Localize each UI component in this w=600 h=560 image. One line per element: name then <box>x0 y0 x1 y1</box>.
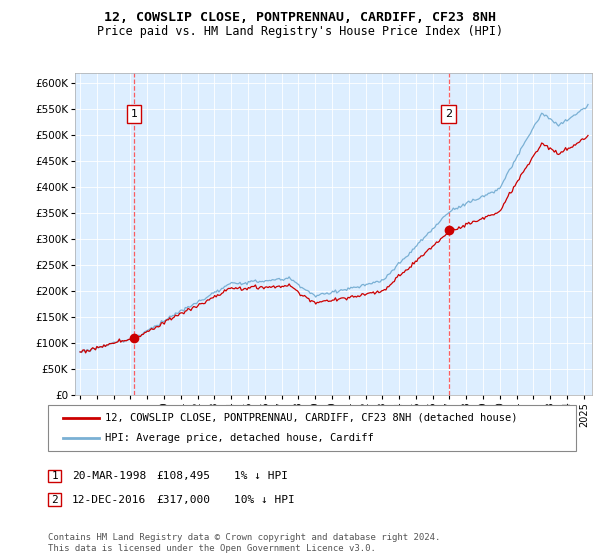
Text: 12, COWSLIP CLOSE, PONTPRENNAU, CARDIFF, CF23 8NH (detached house): 12, COWSLIP CLOSE, PONTPRENNAU, CARDIFF,… <box>105 413 517 423</box>
Text: 1: 1 <box>131 109 137 119</box>
Text: 1% ↓ HPI: 1% ↓ HPI <box>234 471 288 481</box>
Text: 1: 1 <box>51 471 58 481</box>
Text: HPI: Average price, detached house, Cardiff: HPI: Average price, detached house, Card… <box>105 433 374 443</box>
Text: 10% ↓ HPI: 10% ↓ HPI <box>234 494 295 505</box>
Text: Price paid vs. HM Land Registry's House Price Index (HPI): Price paid vs. HM Land Registry's House … <box>97 25 503 38</box>
Text: Contains HM Land Registry data © Crown copyright and database right 2024.
This d: Contains HM Land Registry data © Crown c… <box>48 533 440 553</box>
Text: 12-DEC-2016: 12-DEC-2016 <box>72 494 146 505</box>
Text: 2: 2 <box>51 494 58 505</box>
Text: £108,495: £108,495 <box>156 471 210 481</box>
Text: 20-MAR-1998: 20-MAR-1998 <box>72 471 146 481</box>
Text: £317,000: £317,000 <box>156 494 210 505</box>
Text: 2: 2 <box>445 109 452 119</box>
Text: 12, COWSLIP CLOSE, PONTPRENNAU, CARDIFF, CF23 8NH: 12, COWSLIP CLOSE, PONTPRENNAU, CARDIFF,… <box>104 11 496 24</box>
